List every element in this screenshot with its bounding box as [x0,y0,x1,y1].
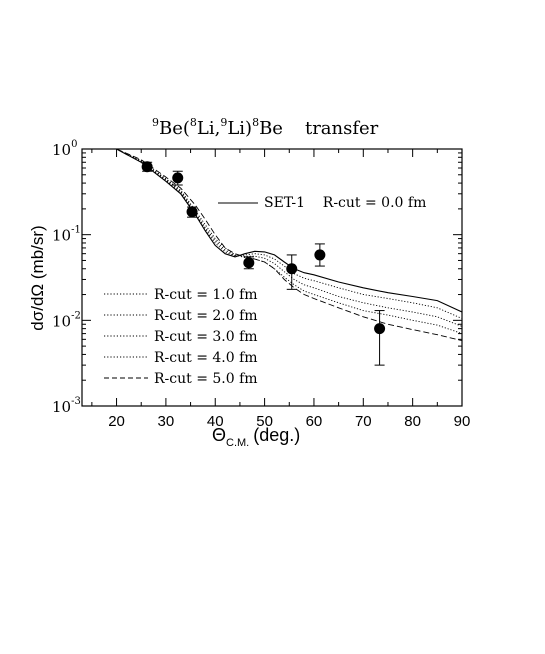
data-point [286,263,298,275]
theory-curve-4 [116,149,462,335]
legend-label: R-cut = 2.0 fm [154,308,258,324]
x-axis-label: ΘC.M. (deg.) [212,425,300,449]
legend-label: R-cut = 5.0 fm [154,371,258,387]
theory-curve-5 [116,149,462,342]
legend-top: SET-1 R-cut = 0.0 fm [218,195,426,211]
data-point [314,249,326,261]
x-tick-label: 20 [108,413,125,430]
x-tick-label: 50 [256,413,273,430]
legend-label: R-cut = 3.0 fm [154,329,258,345]
y-axis-label: dσ/dΩ (mb/sr) [28,225,47,330]
y-tick-label: 10-3 [52,396,81,416]
x-tick-label: 90 [454,413,471,430]
x-tick-label: 70 [355,413,372,430]
y-tick-label: 10-2 [52,310,81,330]
data-point [243,257,255,269]
data-point [172,172,184,184]
x-tick-label: 80 [404,413,421,430]
x-tick-label: 60 [306,413,323,430]
plot-frame [81,148,463,407]
y-axis: 100 10-1 10-2 10-3 [52,139,462,416]
legend-bottom: R-cut = 1.0 fm R-cut = 2.0 fm R-cut = 3.0 … [104,287,258,387]
legend-label: R-cut = 4.0 fm [154,350,258,366]
x-tick-label: 40 [207,413,224,430]
legend-top-label: SET-1 R-cut = 0.0 fm [264,195,426,211]
y-tick-label: 100 [52,139,77,159]
x-tick-label: 30 [158,413,175,430]
theory-curve-2 [116,149,462,319]
theory-curve-3 [116,149,462,327]
data-point [374,323,386,335]
y-tick-label: 10-1 [52,225,81,245]
chart-title: 9Be(8Li,9Li)8Be transfer [152,116,379,139]
experimental-points [141,161,386,366]
data-point [141,161,153,173]
legend-label: R-cut = 1.0 fm [154,287,258,303]
data-point [186,206,198,218]
x-axis: 20 30 40 50 60 70 80 90 [91,149,471,430]
